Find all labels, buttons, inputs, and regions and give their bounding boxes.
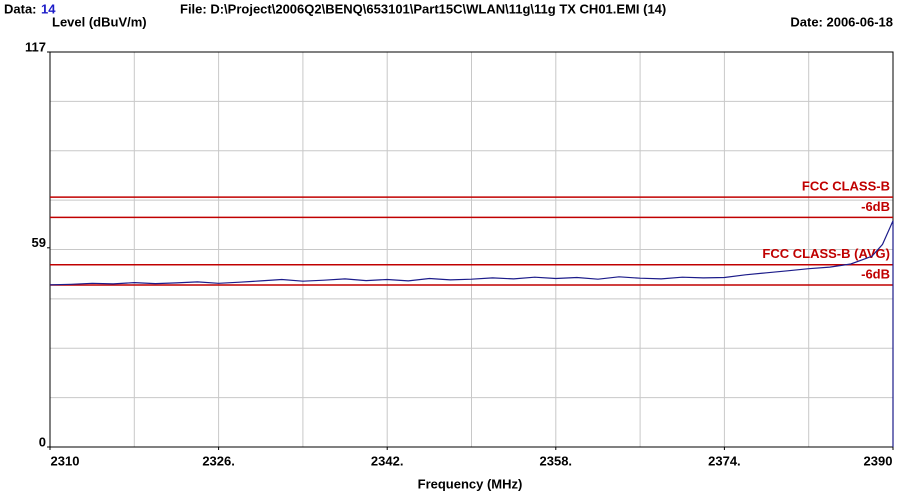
x-tick-label: 2374. bbox=[708, 453, 741, 468]
x-axis-label: Frequency (MHz) bbox=[418, 476, 523, 491]
x-tick-label: 2310 bbox=[51, 453, 80, 468]
limit-label: -6dB bbox=[861, 266, 890, 281]
limit-label: -6dB bbox=[861, 199, 890, 214]
y-tick-label: 59 bbox=[32, 235, 46, 250]
file-path: File: D:\Project\2006Q2\BENQ\653101\Part… bbox=[180, 1, 666, 16]
data-label: Data: bbox=[4, 1, 37, 16]
x-tick-label: 2326. bbox=[202, 453, 235, 468]
y-tick-label: 0 bbox=[39, 434, 46, 449]
x-tick-label: 2358. bbox=[540, 453, 573, 468]
x-tick-label: 2342. bbox=[371, 453, 404, 468]
data-number: 14 bbox=[41, 1, 56, 16]
data-line bbox=[49, 220, 894, 447]
limit-label: FCC CLASS-B (AVG) bbox=[762, 246, 890, 261]
y-tick-label: 117 bbox=[25, 39, 46, 54]
date: Date: 2006-06-18 bbox=[790, 14, 893, 29]
x-tick-label: 2390 bbox=[864, 453, 893, 468]
limit-label: FCC CLASS-B bbox=[802, 179, 890, 194]
y-axis-label: Level (dBuV/m) bbox=[52, 14, 147, 29]
